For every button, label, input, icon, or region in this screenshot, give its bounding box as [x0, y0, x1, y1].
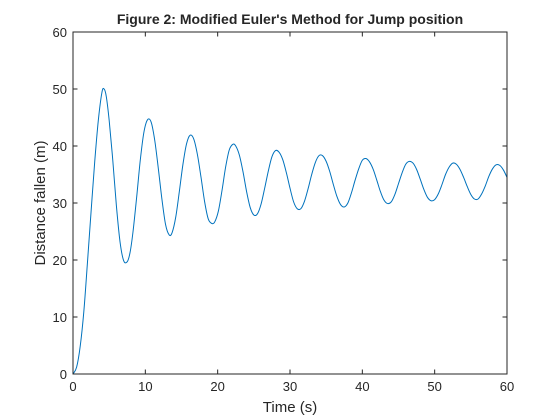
- x-axis-label: Time (s): [263, 399, 317, 416]
- y-tick-label: 20: [53, 253, 67, 268]
- y-tick-label: 60: [53, 25, 67, 40]
- x-tick-label: 60: [500, 379, 514, 394]
- series-line-position: [72, 87, 508, 375]
- x-tick-label: 40: [355, 379, 369, 394]
- ticks-layer: 0 10 20 30 40 50 60 0 10 20 30 40 50 60: [53, 25, 515, 394]
- y-tick-label: 50: [53, 82, 67, 97]
- x-tick-label: 30: [283, 379, 297, 394]
- chart-title: Figure 2: Modified Euler's Method for Ju…: [117, 11, 463, 27]
- x-tick-label: 50: [427, 379, 441, 394]
- y-tick-label: 10: [53, 310, 67, 325]
- y-tick-label: 0: [60, 367, 67, 382]
- y-axis-label: Distance fallen (m): [32, 140, 49, 265]
- axes-background: [73, 32, 507, 374]
- x-tick-label: 20: [210, 379, 224, 394]
- x-tick-label: 10: [138, 379, 152, 394]
- y-tick-label: 30: [53, 196, 67, 211]
- x-tick-label: 0: [69, 379, 76, 394]
- data-layer: [72, 87, 508, 375]
- y-tick-label: 40: [53, 139, 67, 154]
